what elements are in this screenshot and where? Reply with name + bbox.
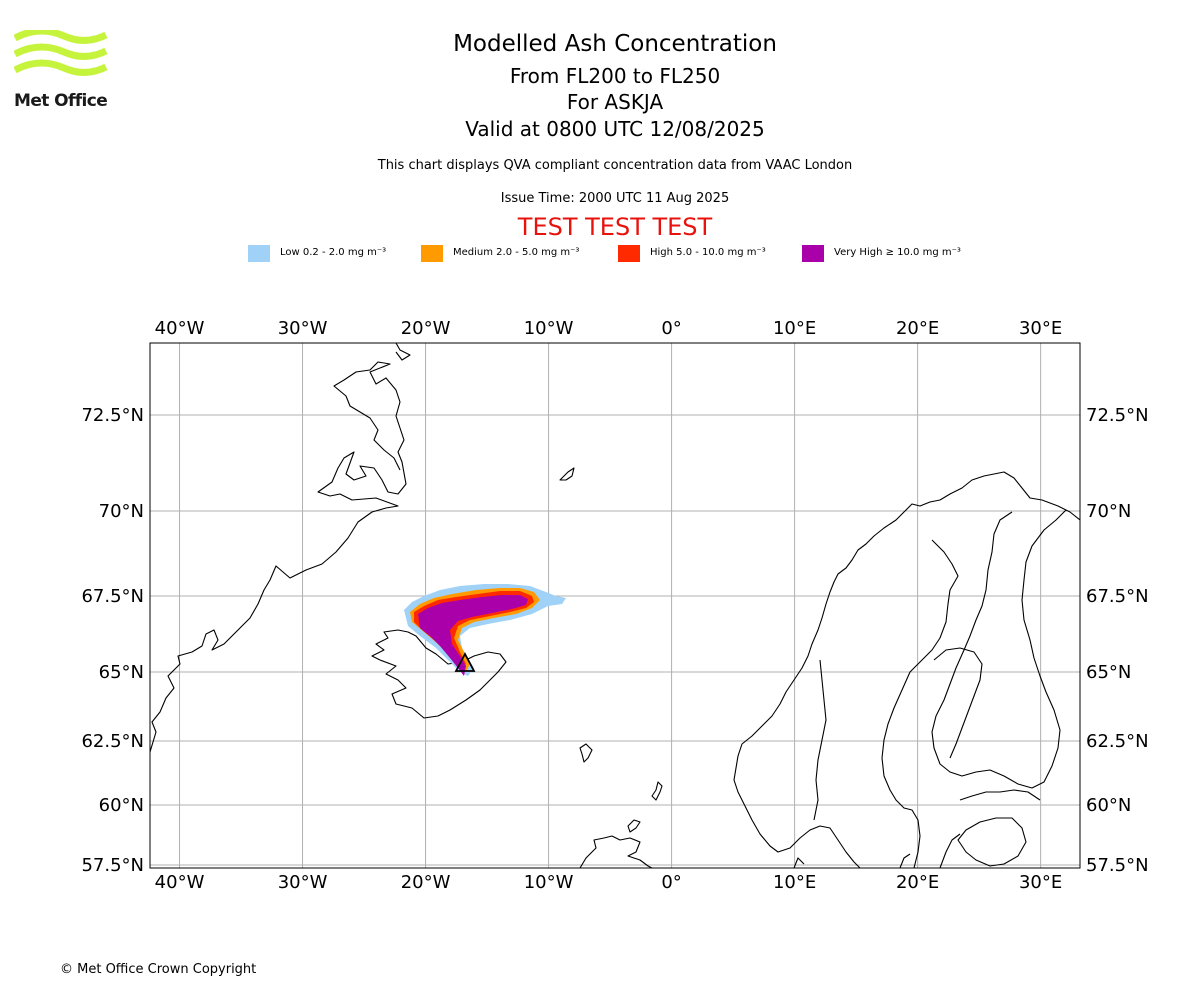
lon-tick-label-top: 20°W: [401, 318, 451, 339]
lon-tick-label-bottom: 10°E: [773, 872, 816, 893]
ash-plume: [404, 584, 566, 676]
orkney-coastline: [627, 819, 641, 833]
graticule: [150, 343, 1080, 868]
greenland-coastline: [150, 361, 407, 753]
legend-label-low: Low 0.2 - 2.0 mg m⁻³: [280, 247, 387, 258]
shetland-coastline: [651, 781, 663, 801]
map-frame: [149, 342, 1081, 869]
lat-tick-label-right: 57.5°N: [1086, 855, 1149, 876]
legend-swatch-very-high: [802, 245, 824, 262]
legend-label-high: High 5.0 - 10.0 mg m⁻³: [650, 247, 766, 258]
legend-swatch-medium: [421, 245, 443, 262]
lon-tick-label-bottom: 10°W: [524, 872, 574, 893]
lon-tick-label-top: 10°E: [773, 318, 816, 339]
lat-tick-label-left: 62.5°N: [81, 731, 144, 752]
lon-tick-label-bottom: 20°E: [896, 872, 939, 893]
greenland-east-coast-north: [395, 343, 411, 361]
scandinavia-coastline: [733, 471, 1080, 868]
volcano-name: For ASKJA: [566, 90, 664, 114]
issue-time: Issue Time: 2000 UTC 11 Aug 2025: [500, 191, 730, 206]
chart-title: Modelled Ash Concentration: [453, 31, 777, 57]
gulf-of-bothnia-coast: [933, 647, 983, 759]
lon-tick-label-bottom: 30°W: [278, 872, 328, 893]
valid-time: Valid at 0800 UTC 12/08/2025: [465, 117, 765, 141]
copyright: © Met Office Crown Copyright: [60, 962, 257, 977]
lat-tick-label-right: 62.5°N: [1086, 731, 1149, 752]
lon-tick-label-top: 30°W: [278, 318, 328, 339]
iceland-coastline: [371, 629, 507, 719]
lon-tick-label-bottom: 30°E: [1019, 872, 1062, 893]
logo-wordmark: Met Office: [14, 91, 108, 111]
lon-tick-label-top: 30°E: [1019, 318, 1062, 339]
baltic-coast-south: [939, 833, 961, 868]
jutland-coast: [899, 853, 911, 868]
estonia-coast: [957, 817, 1027, 867]
jan-mayen-coastline: [559, 467, 575, 481]
norway-inner-fjord-line: [813, 659, 827, 821]
lon-tick-label-bottom: 0°: [661, 872, 681, 893]
gulf-of-finland-coast: [959, 789, 1041, 801]
denmark-coast: [793, 857, 805, 868]
lon-tick-label-bottom: 20°W: [401, 872, 451, 893]
lat-tick-label-left: 70°N: [99, 501, 144, 522]
legend-label-very-high: Very High ≥ 10.0 mg m⁻³: [834, 247, 961, 258]
sweden-finland-border: [931, 509, 1067, 789]
lat-tick-label-right: 67.5°N: [1086, 586, 1149, 607]
legend-label-medium: Medium 2.0 - 5.0 mg m⁻³: [453, 247, 580, 258]
lat-tick-label-left: 72.5°N: [81, 405, 144, 426]
lon-tick-label-top: 40°W: [155, 318, 205, 339]
test-banner: TEST TEST TEST: [517, 213, 713, 241]
flight-level-range: From FL200 to FL250: [509, 64, 721, 88]
lon-tick-label-bottom: 40°W: [155, 872, 205, 893]
lat-tick-label-right: 65°N: [1086, 662, 1131, 683]
lat-tick-label-left: 67.5°N: [81, 586, 144, 607]
volcano-triangle-icon: [454, 652, 476, 672]
lat-tick-label-left: 60°N: [99, 795, 144, 816]
faroe-islands-coastline: [579, 743, 593, 763]
lat-tick-label-left: 57.5°N: [81, 855, 144, 876]
scotland-coastline: [579, 835, 653, 868]
lat-tick-label-left: 65°N: [99, 662, 144, 683]
legend-swatch-low: [248, 245, 270, 262]
met-office-logo: [14, 30, 108, 76]
lon-tick-label-top: 10°W: [524, 318, 574, 339]
lat-tick-label-right: 60°N: [1086, 795, 1131, 816]
norway-sweden-border: [881, 539, 959, 868]
plume-very-high: [418, 595, 528, 676]
lon-tick-label-top: 20°E: [896, 318, 939, 339]
lat-tick-label-right: 70°N: [1086, 501, 1131, 522]
chart-description: This chart displays QVA compliant concen…: [377, 158, 853, 173]
lon-tick-label-top: 0°: [661, 318, 681, 339]
lat-tick-label-right: 72.5°N: [1086, 405, 1149, 426]
legend-swatch-high: [618, 245, 640, 262]
